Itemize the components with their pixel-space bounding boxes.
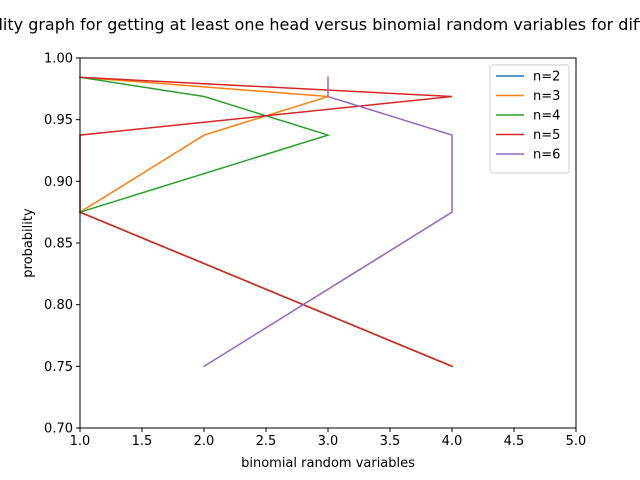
y-tick-label: 0.95 — [44, 113, 73, 128]
y-tick-label: 0.85 — [44, 237, 73, 252]
legend-label: n=5 — [533, 128, 560, 143]
y-tick-label: 1.00 — [44, 52, 73, 67]
legend-label: n=6 — [533, 148, 560, 163]
y-axis: 0.70 0.75 0.80 0.85 0.90 0.95 1.00 — [44, 52, 80, 437]
y-tick-label: 0.90 — [44, 175, 73, 190]
x-tick-label: 5.0 — [566, 434, 587, 449]
y-tick-label: 0.70 — [44, 422, 73, 437]
series-line-n-4 — [77, 76, 453, 368]
series-line-n-6 — [202, 76, 453, 368]
x-tick-label: 4.5 — [504, 434, 525, 449]
series-line-n-5 — [79, 76, 453, 368]
chart-title: Probability graph for getting at least o… — [0, 15, 640, 34]
legend: n=2 n=3 n=4 n=5 n=6 — [489, 64, 570, 174]
series-line-n-3 — [78, 76, 453, 368]
x-axis: 1.0 1.5 2.0 2.5 3.0 3.5 4.0 4.5 5.0 — [70, 428, 587, 449]
y-axis-label: probability — [21, 208, 36, 278]
plot-lines — [77, 76, 453, 368]
x-tick-label: 4.0 — [442, 434, 463, 449]
x-tick-label: 1.0 — [70, 434, 91, 449]
y-tick-label: 0.80 — [44, 298, 73, 313]
legend-label: n=4 — [533, 109, 560, 124]
x-tick-label: 3.5 — [380, 434, 401, 449]
x-tick-label: 1.5 — [132, 434, 153, 449]
x-tick-label: 3.0 — [318, 434, 339, 449]
y-tick-label: 0.75 — [44, 360, 73, 375]
legend-label: n=3 — [533, 89, 560, 104]
legend-label: n=2 — [533, 70, 560, 85]
x-tick-label: 2.5 — [256, 434, 277, 449]
x-axis-label: binomial random variables — [241, 456, 415, 471]
x-tick-label: 2.0 — [194, 434, 215, 449]
legend-items: n=2 n=3 n=4 n=5 n=6 — [496, 70, 560, 163]
legend-box — [489, 64, 570, 174]
